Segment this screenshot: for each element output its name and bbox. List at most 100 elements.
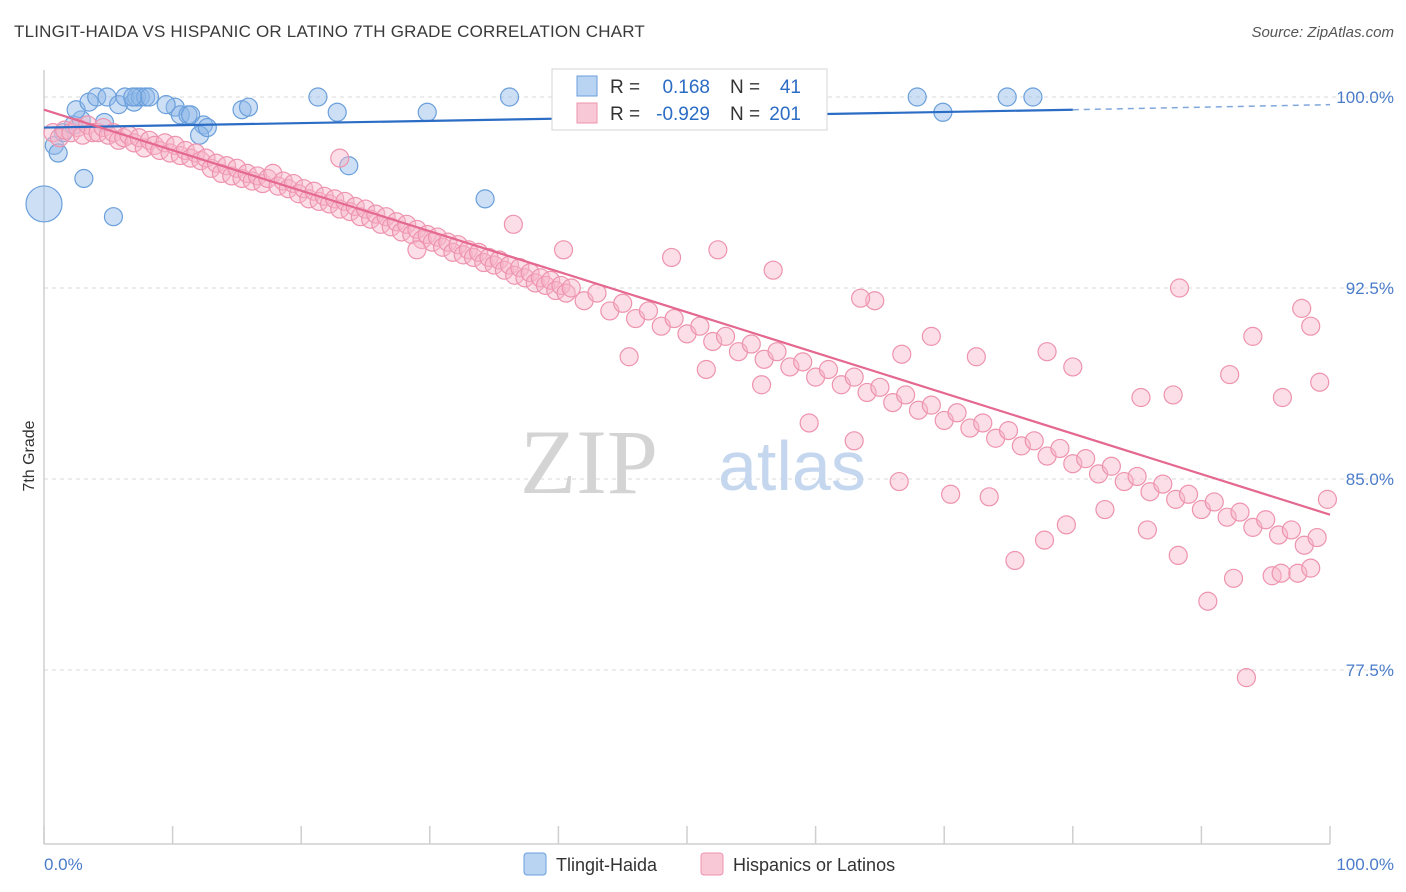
hispanic-latino-point-154	[1256, 510, 1276, 530]
tlingit-haida-point-7	[74, 168, 94, 189]
hispanic-latino-point-167	[1005, 550, 1025, 571]
hispanic-latino-point-172	[1168, 545, 1188, 566]
hispanic-latino-point-151	[1217, 507, 1237, 527]
tlingit-haida-point-19	[139, 87, 160, 107]
hispanic-latino-point-160	[696, 359, 716, 380]
tlingit-haida-point-25	[190, 125, 210, 145]
hispanic-latino-point-198	[708, 240, 728, 260]
hispanic-latino-point-199	[661, 247, 682, 268]
hispanic-latino-point-106	[638, 301, 659, 321]
y-axis-label: 7th Grade	[21, 420, 38, 491]
watermark-zip: ZIP	[520, 411, 658, 513]
hispanic-latino-point-192	[966, 347, 986, 367]
hispanic-latino-point-197	[763, 260, 783, 280]
tlingit-haida-point-29	[308, 87, 328, 107]
hispanic-latino-point-126	[896, 385, 916, 405]
hispanic-latino-point-99	[556, 283, 576, 303]
hispanic-latino-point-182	[1243, 326, 1263, 346]
hispanic-latino-point-203	[330, 148, 350, 168]
hispanic-latino-point-147	[1166, 489, 1186, 509]
tlingit-haida-point-14	[115, 87, 135, 107]
hispanic-latino-point-120	[818, 359, 839, 380]
hispanic-latino-point-188	[1063, 357, 1083, 377]
tlingit-haida-point-40	[123, 87, 143, 107]
x-tick-label-min: 0.0%	[44, 855, 83, 874]
tlingit-haida-point-21	[170, 105, 190, 125]
chart-title: TLINGIT-HAIDA VS HISPANIC OR LATINO 7TH …	[14, 22, 645, 41]
hispanic-latino-point-174	[1223, 568, 1244, 588]
hispanic-latino-point-189	[1131, 387, 1151, 408]
stats-n-label-2: N =	[730, 104, 760, 125]
hispanic-latino-point-78	[448, 235, 468, 255]
legend-item-hispanics-or-latinos[interactable]: Hispanics or Latinos	[700, 852, 895, 876]
hispanic-latino-point-163	[844, 431, 864, 451]
hispanic-latino-point-183	[1272, 387, 1293, 408]
hispanic-latino-point-162	[799, 413, 819, 433]
hispanic-latino-point-139	[1063, 454, 1083, 474]
hispanic-latino-point-53	[319, 194, 340, 214]
hispanic-latino-point-46	[283, 173, 304, 194]
hispanic-latino-point-142	[1101, 456, 1121, 476]
hispanic-latino-point-166	[979, 487, 999, 507]
series-tlingit-haida	[25, 87, 1043, 227]
hispanic-latino-point-140	[1076, 449, 1096, 469]
tlingit-haida-point-23	[181, 105, 201, 125]
hispanic-latino-trend-line	[43, 108, 1331, 516]
y-tick-label-1: 92.5%	[1346, 279, 1394, 298]
stats-swatch-blue	[576, 75, 598, 97]
hispanic-latino-point-81	[463, 247, 484, 268]
hispanic-latino-point-112	[715, 326, 736, 346]
hispanic-latino-point-122	[844, 367, 864, 387]
legend-swatch-blue	[523, 852, 547, 876]
hispanic-latino-point-143	[1114, 471, 1134, 492]
tlingit-haida-point-13	[103, 207, 124, 227]
tlingit-haida-point-2	[48, 143, 68, 163]
hispanic-latino-point-85	[484, 255, 504, 275]
hispanic-latino-point-130	[947, 403, 967, 423]
hispanic-latino-point-158	[1307, 527, 1327, 548]
y-axis-tick-labels: 100.0% 92.5% 85.0% 77.5%	[1336, 88, 1394, 680]
hispanic-latino-point-65	[381, 217, 401, 237]
stats-n-value-2: 201	[769, 104, 801, 125]
legend-label-hispanics-or-latinos: Hispanics or Latinos	[733, 855, 895, 875]
hispanic-latino-point-131	[960, 418, 980, 438]
legend: Tlingit-Haida Hispanics or Latinos	[523, 852, 895, 876]
hispanic-latino-point-177	[1271, 563, 1291, 583]
y-tick-label-0: 100.0%	[1336, 88, 1394, 107]
hispanic-latino-point-91	[515, 268, 535, 288]
x-tick-label-max: 100.0%	[1336, 855, 1394, 874]
tlingit-haida-point-34	[499, 87, 520, 107]
hispanic-latino-point-193	[921, 326, 941, 346]
hispanic-latino-point-87	[494, 260, 514, 280]
hispanic-latino-point-190	[1163, 385, 1183, 405]
hispanic-latino-point-116	[767, 342, 787, 362]
series-hispanics-or-latinos	[43, 115, 1338, 688]
hispanic-latino-point-168	[1034, 530, 1055, 550]
legend-label-tlingit-haida: Tlingit-Haida	[556, 855, 658, 875]
hispanic-latino-point-191	[1037, 342, 1057, 362]
tlingit-haida-point-33	[475, 189, 495, 209]
hispanic-latino-point-180	[1169, 278, 1190, 298]
hispanic-latino-point-165	[941, 484, 961, 504]
hispanic-latino-point-179	[1301, 558, 1321, 578]
hispanic-latino-point-169	[1056, 515, 1076, 535]
hispanic-latino-point-123	[857, 382, 877, 403]
hispanic-latino-point-138	[1050, 438, 1070, 459]
y-tick-label-3: 77.5%	[1346, 661, 1394, 680]
hispanic-latino-point-194	[892, 344, 912, 364]
hispanic-latino-point-196	[851, 288, 871, 308]
hispanic-latino-point-108	[664, 308, 684, 329]
legend-item-tlingit-haida[interactable]: Tlingit-Haida	[523, 852, 658, 876]
x-axis-ticks	[43, 826, 1331, 844]
hispanic-latino-point-185	[1301, 316, 1321, 336]
hispanic-latino-point-118	[793, 352, 813, 372]
hispanic-latino-point-181	[1220, 364, 1240, 385]
stats-n-label-1: N =	[730, 77, 760, 98]
hispanic-latino-point-175	[1236, 668, 1257, 688]
watermark-atlas: atlas	[718, 427, 866, 505]
tlingit-haida-point-37	[997, 87, 1017, 107]
stats-n-value-1: 41	[780, 77, 801, 98]
tlingit-haida-point-0	[25, 185, 63, 223]
tlingit-haida-trend-extension	[1072, 103, 1331, 111]
stats-r-label-1: R =	[610, 77, 640, 98]
